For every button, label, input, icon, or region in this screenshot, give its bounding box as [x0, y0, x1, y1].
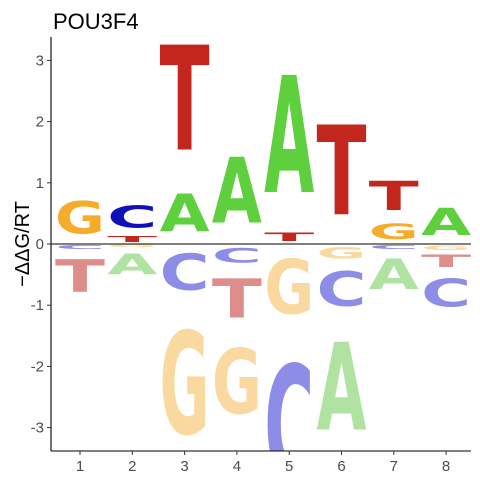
x-tick-label: 5 — [285, 458, 293, 475]
logo-letter-C-pos7-neg: C — [369, 244, 419, 250]
logo-letter-G-pos3-neg: G — [160, 302, 210, 467]
logo-letter-T-pos7: T — [369, 172, 420, 219]
logo-letter-A-pos4: A — [212, 140, 262, 245]
logo-letter-T-pos2: T — [107, 235, 158, 244]
logo-letter-G-pos6-neg: G — [317, 244, 367, 262]
x-axis: 1 2 3 4 5 6 7 8 — [51, 450, 471, 475]
logo-letter-G-pos8-neg: G — [421, 244, 471, 251]
y-axis: -3 -2 -1 0 1 2 3 — [31, 37, 52, 451]
logo-letter-G-pos2-neg: G — [107, 244, 157, 248]
logo-letter-T-pos3: T — [160, 16, 210, 184]
logo-letter-T-pos1-neg: T — [55, 251, 106, 302]
logo-letter-C-pos4-neg: C — [212, 244, 262, 267]
logo-letter-C-pos6-neg: C — [317, 263, 367, 318]
logo-letter-A-pos6-neg: A — [317, 317, 367, 458]
logo-letter-C-pos3-neg: C — [160, 245, 210, 303]
logo-letter-C-pos5-neg: C — [264, 334, 314, 480]
x-tick-label: 3 — [180, 458, 188, 475]
y-tick-label: 1 — [36, 175, 44, 192]
chart-title: POU3F4 — [53, 9, 139, 34]
logo-letter-A-pos3: A — [160, 184, 210, 244]
y-tick-label: -2 — [31, 358, 44, 375]
logo-letter-T-pos6: T — [317, 100, 367, 243]
logo-letter-G-pos7: G — [369, 220, 419, 244]
logo-letter-A-pos8: A — [421, 201, 471, 244]
x-tick-label: 7 — [390, 458, 398, 475]
x-tick-label: 2 — [128, 458, 136, 475]
logo-letter-C-pos8-neg: C — [421, 272, 471, 316]
logo-letter-A-pos7-neg: A — [369, 250, 419, 299]
logo-letter-T-pos8-neg: T — [421, 251, 471, 271]
logo-letter-G-pos4-neg: G — [212, 330, 262, 434]
x-tick-label: 4 — [233, 458, 241, 475]
logo-letter-G-pos1: G — [55, 192, 105, 244]
x-tick-label: 6 — [337, 458, 345, 475]
y-axis-label: −ΔΔG/RT — [12, 201, 34, 287]
logo-letter-C-pos1-neg: C — [55, 244, 105, 250]
y-tick-label: -3 — [31, 420, 44, 437]
y-tick-label: 2 — [36, 114, 44, 131]
logo-letter-A-pos2-neg: A — [107, 248, 157, 281]
y-tick-label: -1 — [31, 297, 44, 314]
logo-letter-T-pos4-neg: T — [212, 268, 262, 331]
x-tick-label: 1 — [76, 458, 84, 475]
logo-letter-C-pos2: C — [107, 200, 157, 235]
x-tick-label: 8 — [442, 458, 450, 475]
y-tick-label: 0 — [36, 236, 44, 253]
y-tick-label: 3 — [36, 52, 44, 69]
logo-letter-T-pos5: T — [264, 231, 314, 244]
logo-letter-G-pos5-neg: G — [264, 246, 314, 333]
logo-letter-A-pos5: A — [264, 42, 314, 230]
